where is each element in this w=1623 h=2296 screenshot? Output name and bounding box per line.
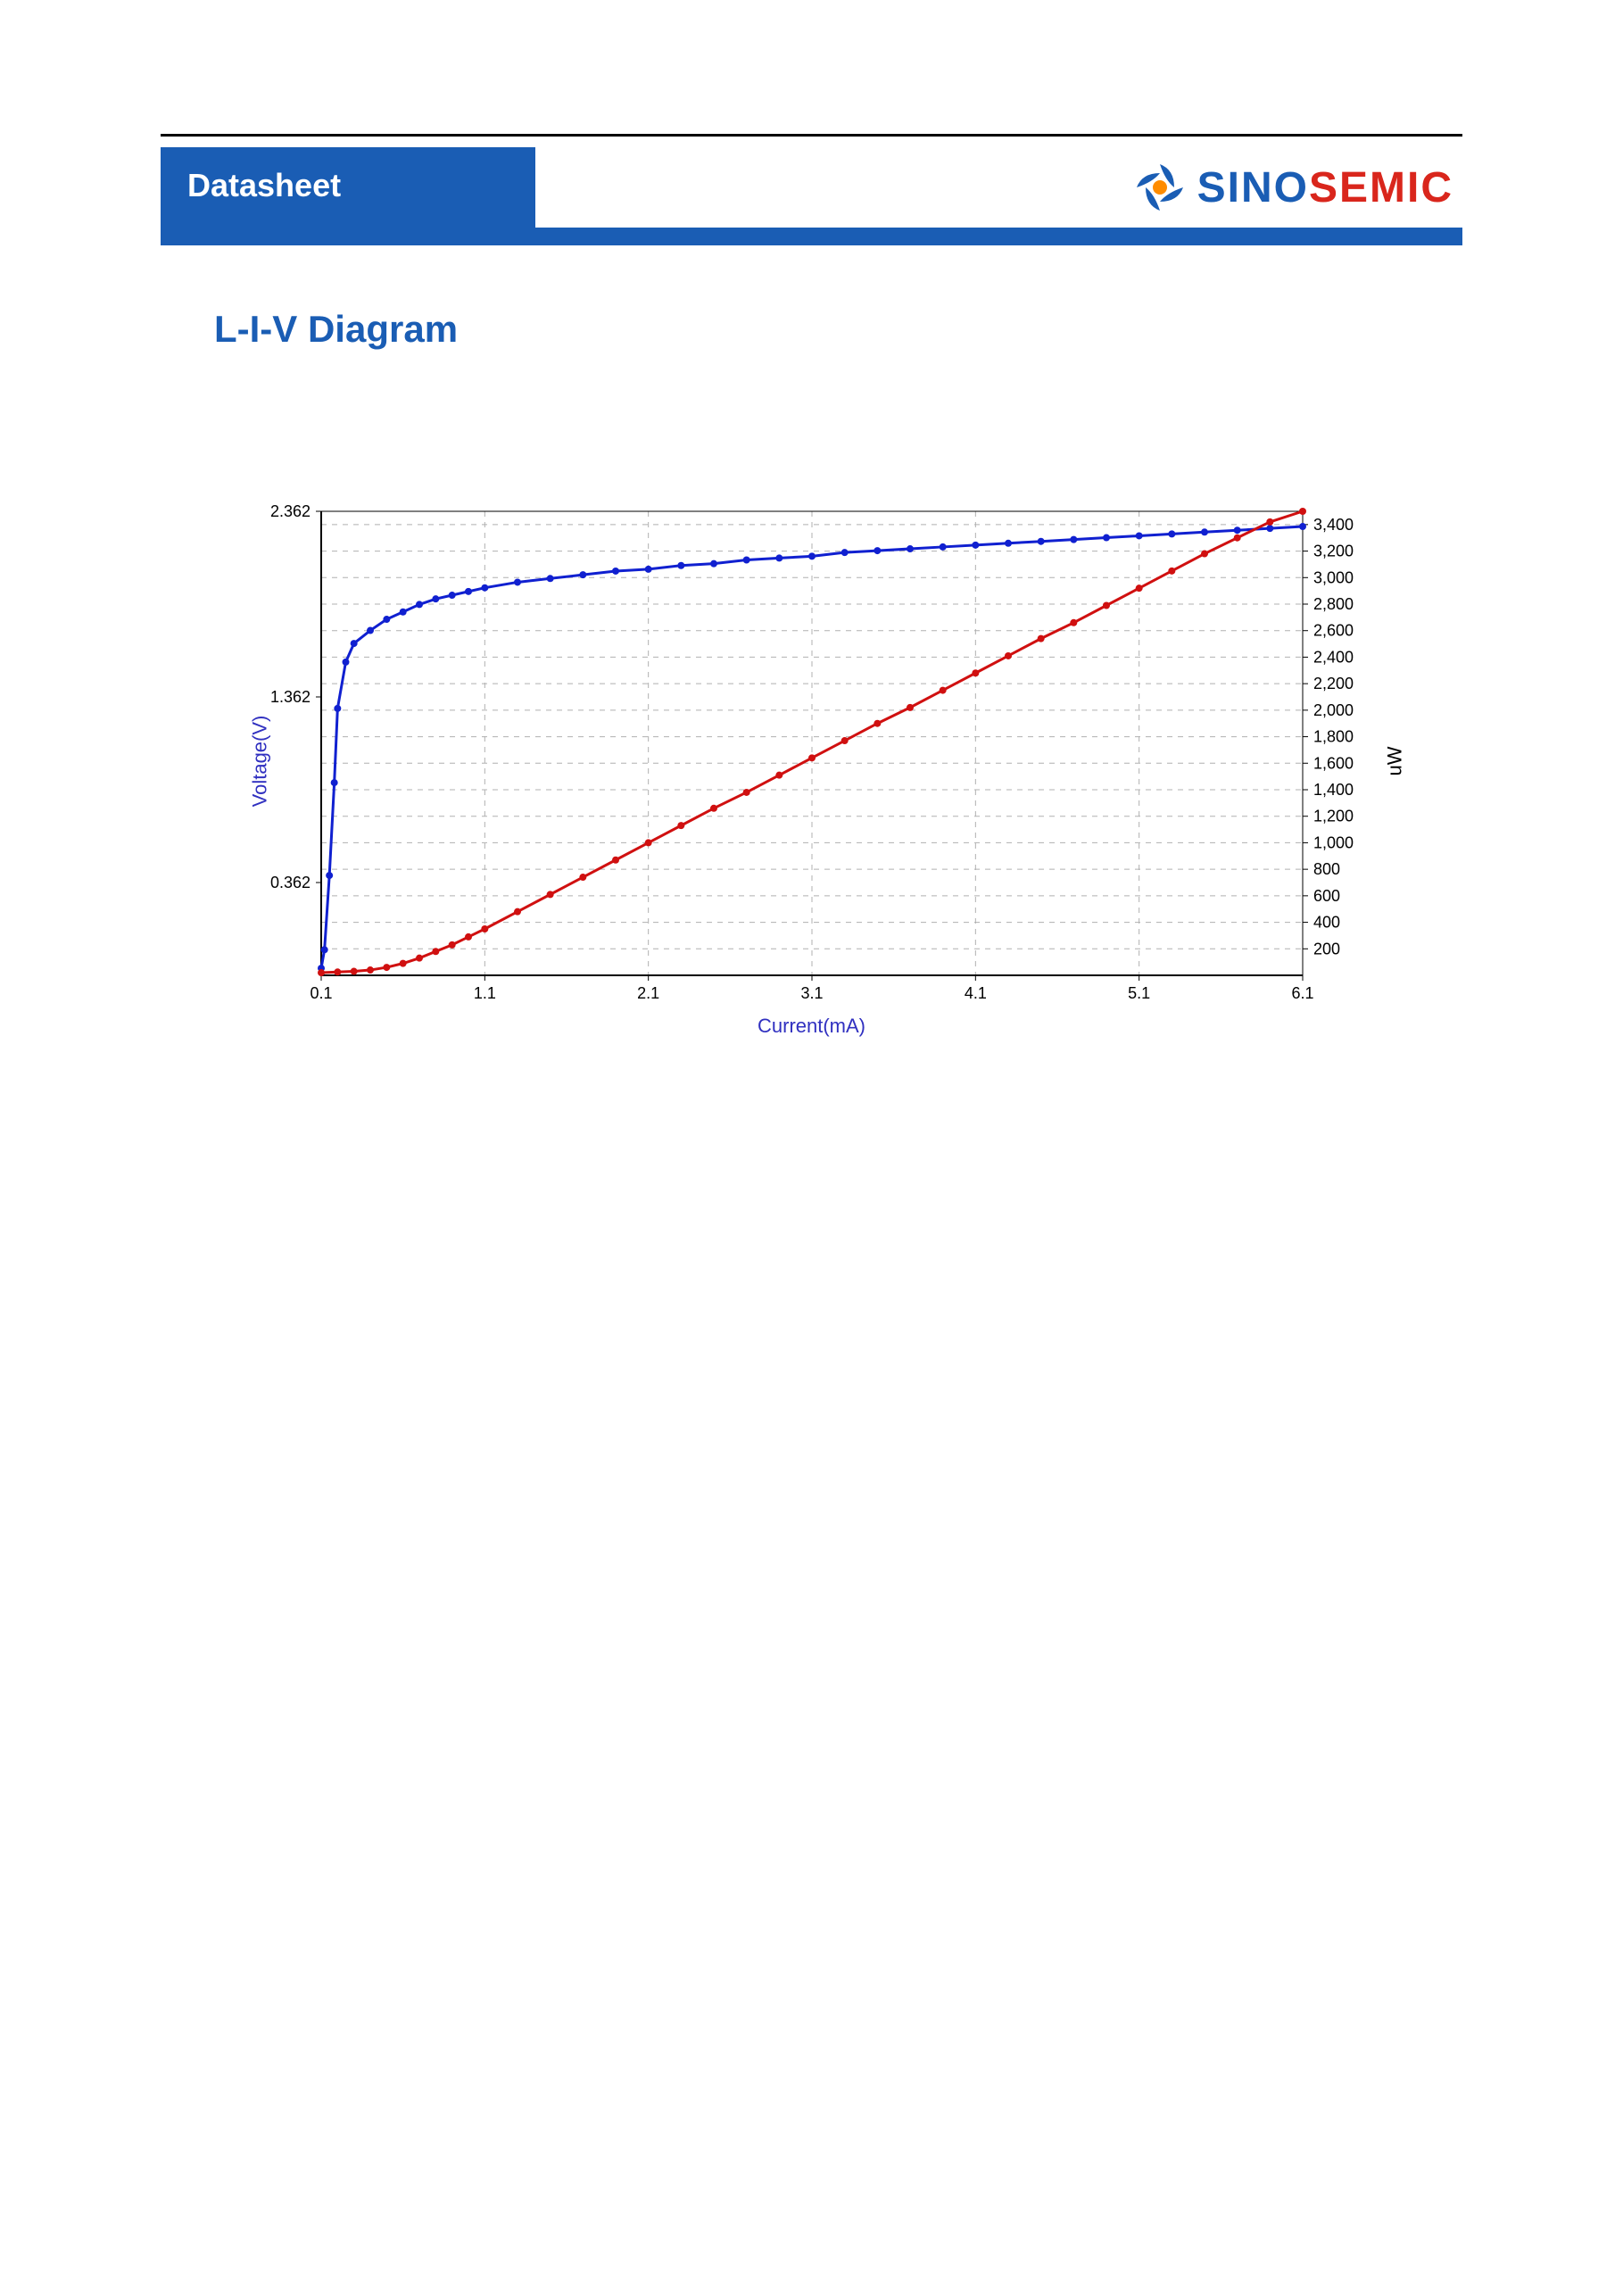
svg-text:2.362: 2.362 — [269, 502, 310, 520]
x-axis-label: Current(mA) — [758, 1015, 865, 1038]
datasheet-tab: Datasheet — [161, 147, 535, 228]
svg-text:4.1: 4.1 — [964, 984, 986, 1002]
svg-text:1,400: 1,400 — [1313, 781, 1354, 799]
svg-text:0.1: 0.1 — [310, 984, 332, 1002]
svg-text:400: 400 — [1313, 914, 1340, 932]
liv-chart: Voltage(V) uW 2004006008001,0001,2001,40… — [241, 493, 1383, 1029]
svg-text:0.362: 0.362 — [269, 874, 310, 891]
header-blue-bar — [161, 228, 1462, 245]
svg-text:3,400: 3,400 — [1313, 516, 1354, 534]
svg-text:1,200: 1,200 — [1313, 808, 1354, 825]
svg-text:2,400: 2,400 — [1313, 648, 1354, 666]
svg-text:600: 600 — [1313, 887, 1340, 905]
svg-text:2,800: 2,800 — [1313, 595, 1354, 613]
y-left-label: Voltage(V) — [248, 716, 271, 808]
svg-text:3,000: 3,000 — [1313, 568, 1354, 586]
y-right-label: uW — [1383, 747, 1406, 776]
svg-text:1.1: 1.1 — [473, 984, 495, 1002]
svg-text:1,800: 1,800 — [1313, 728, 1354, 746]
svg-text:2,000: 2,000 — [1313, 701, 1354, 719]
brand-swirl-icon — [1133, 161, 1187, 214]
svg-text:1,600: 1,600 — [1313, 754, 1354, 772]
brand-part1: SINO — [1197, 164, 1309, 211]
top-rule — [161, 134, 1462, 137]
svg-text:200: 200 — [1313, 940, 1340, 957]
brand-logo: SINOSEMIC — [1133, 147, 1462, 228]
svg-text:800: 800 — [1313, 860, 1340, 878]
svg-text:2.1: 2.1 — [637, 984, 659, 1002]
svg-text:3,200: 3,200 — [1313, 543, 1354, 560]
brand-text: SINOSEMIC — [1197, 163, 1453, 212]
section-title: L-I-V Diagram — [214, 308, 1462, 351]
svg-text:2,600: 2,600 — [1313, 622, 1354, 640]
chart-canvas: 200 400 600 800 1,000 1,200 1,400 1,600 1,800 2,0… — [241, 493, 1383, 1029]
datasheet-label: Datasheet — [187, 167, 341, 203]
svg-text:1.362: 1.362 — [269, 688, 310, 706]
svg-text:6.1: 6.1 — [1291, 984, 1313, 1002]
svg-text:3.1: 3.1 — [800, 984, 823, 1002]
brand-part2: SEMIC — [1309, 164, 1453, 211]
svg-text:2,200: 2,200 — [1313, 675, 1354, 692]
header-row: Datasheet SINOSEMIC — [161, 147, 1462, 228]
svg-text:5.1: 5.1 — [1128, 984, 1150, 1002]
svg-text:1,000: 1,000 — [1313, 833, 1354, 851]
